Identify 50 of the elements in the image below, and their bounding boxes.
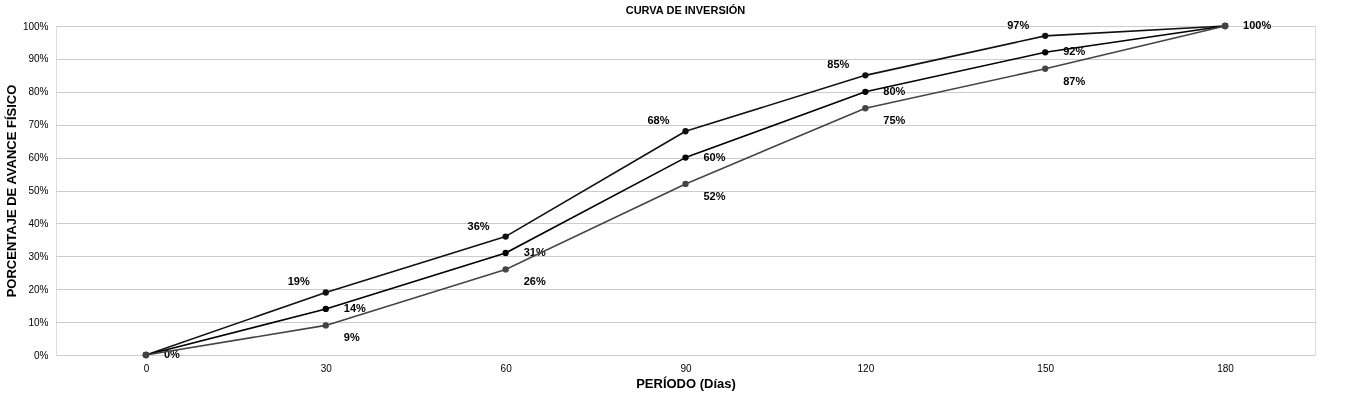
- y-tick-label: 60%: [28, 152, 49, 164]
- point: [682, 154, 689, 161]
- data-label: 52%: [703, 189, 726, 202]
- data-label: 60%: [703, 150, 726, 163]
- x-tick-label: 0: [143, 362, 150, 374]
- data-label: 14%: [343, 301, 367, 314]
- x-tick-label: 30: [320, 362, 333, 374]
- x-tick-label: 90: [680, 362, 692, 374]
- x-axis-title: PERÍODO (Días): [636, 375, 736, 391]
- x-tick-label: 150: [1037, 362, 1055, 374]
- data-label: 19%: [287, 275, 310, 288]
- chart-title: CURVA DE INVERSIÓN: [625, 3, 746, 16]
- y-tick-label: 100%: [22, 20, 49, 32]
- data-label: 85%: [827, 58, 850, 71]
- y-tick-label: 10%: [28, 316, 49, 328]
- data-label: 36%: [467, 219, 490, 232]
- point: [502, 233, 509, 240]
- data-label: 100%: [1243, 19, 1272, 31]
- x-tick-label: 180: [1217, 362, 1235, 374]
- point: [502, 249, 509, 257]
- y-tick-label: 80%: [28, 86, 49, 98]
- y-tick-label: 50%: [28, 185, 49, 196]
- point: [322, 322, 329, 329]
- point: [862, 88, 869, 95]
- point: [1042, 32, 1049, 40]
- x-tick-label: 120: [857, 362, 875, 374]
- point: [682, 180, 689, 188]
- point: [682, 128, 689, 135]
- data-label: 75%: [883, 114, 906, 127]
- data-label: 80%: [883, 84, 906, 97]
- y-tick-label: 30%: [28, 250, 49, 262]
- y-tick-label: 20%: [28, 283, 49, 295]
- data-label: 68%: [647, 114, 670, 127]
- y-tick-label: 70%: [28, 119, 49, 131]
- point: [322, 305, 329, 313]
- x-tick-label: 60: [500, 362, 513, 374]
- y-tick-label: 0%: [34, 349, 49, 361]
- data-label: 97%: [1007, 18, 1030, 31]
- point: [502, 266, 509, 273]
- point: [322, 289, 329, 296]
- y-tick-label: 40%: [28, 217, 49, 229]
- point: [1042, 49, 1049, 56]
- y-axis-title: PORCENTAJE DE AVANCE FÍSICO: [3, 84, 19, 298]
- point: [862, 105, 869, 112]
- y-tick-label: 90%: [28, 53, 49, 65]
- data-label: 9%: [343, 331, 360, 344]
- data-label: 87%: [1063, 74, 1086, 87]
- point: [1042, 65, 1049, 72]
- data-label: 26%: [523, 275, 546, 288]
- point: [862, 72, 869, 79]
